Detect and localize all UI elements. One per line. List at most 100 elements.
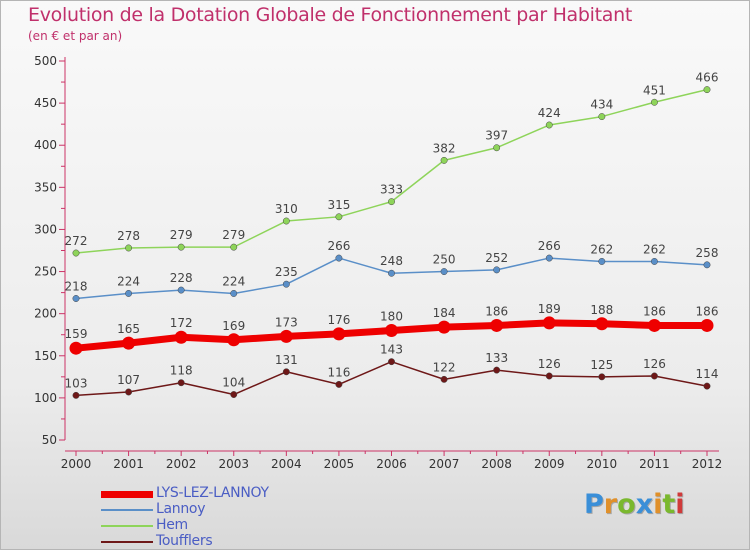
y-tick-label: 300 xyxy=(34,222,57,236)
data-label: 434 xyxy=(590,98,613,112)
data-point xyxy=(545,121,553,129)
logo-letter: r xyxy=(603,489,618,520)
data-point xyxy=(703,261,711,269)
data-label: 186 xyxy=(485,304,508,318)
x-tick-label: 2005 xyxy=(324,457,355,471)
legend-label: Toufflers xyxy=(156,533,213,549)
data-point xyxy=(542,316,556,330)
data-point xyxy=(598,113,606,121)
x-tick-label: 2001 xyxy=(113,457,144,471)
x-tick-label: 2010 xyxy=(587,457,618,471)
legend-swatch xyxy=(101,541,153,543)
data-point xyxy=(388,358,395,366)
legend-swatch xyxy=(101,509,153,511)
x-tick-label: 2011 xyxy=(639,457,670,471)
y-tick-label: 250 xyxy=(34,265,57,279)
data-label: 165 xyxy=(117,322,140,336)
data-point xyxy=(335,380,343,388)
x-tick-label: 2008 xyxy=(481,457,512,471)
data-point xyxy=(177,243,185,251)
data-point xyxy=(230,290,238,297)
logo-letter: o xyxy=(617,489,636,520)
data-point xyxy=(125,290,133,297)
data-label: 252 xyxy=(485,251,508,265)
x-tick-label: 2006 xyxy=(376,457,407,471)
data-label: 235 xyxy=(275,265,298,279)
data-label: 114 xyxy=(696,367,719,381)
data-label: 126 xyxy=(643,357,666,371)
legend-label: Lannoy xyxy=(156,501,206,517)
x-tick-label: 2009 xyxy=(534,457,565,471)
data-point xyxy=(440,375,448,383)
data-label: 272 xyxy=(65,234,88,248)
data-point xyxy=(174,330,188,344)
y-tick-label: 150 xyxy=(34,349,57,363)
data-label: 262 xyxy=(643,242,666,256)
data-label: 186 xyxy=(696,304,719,318)
y-tick-label: 450 xyxy=(34,96,57,110)
data-label: 122 xyxy=(433,360,456,374)
data-point xyxy=(230,391,238,398)
data-point xyxy=(177,286,185,294)
chart-title: Evolution de la Dotation Globale de Fonc… xyxy=(28,4,633,26)
data-label: 169 xyxy=(222,319,245,333)
data-point xyxy=(545,254,553,262)
legend-swatch xyxy=(101,525,153,527)
data-point xyxy=(385,324,398,338)
x-tick-label: 2000 xyxy=(61,457,92,471)
y-tick-label: 500 xyxy=(34,54,57,68)
data-label: 125 xyxy=(590,358,613,372)
data-label: 466 xyxy=(696,71,719,85)
data-point xyxy=(650,257,658,265)
data-point xyxy=(490,318,504,332)
legend-swatch xyxy=(101,490,153,498)
data-point xyxy=(335,213,343,221)
data-label: 397 xyxy=(485,129,508,143)
data-point xyxy=(122,336,136,350)
data-label: 310 xyxy=(275,202,298,216)
data-point xyxy=(647,318,661,332)
x-tick-label: 2004 xyxy=(271,457,302,471)
data-label: 266 xyxy=(327,239,350,253)
logo-letter: x xyxy=(635,489,654,520)
data-label: 133 xyxy=(485,351,508,365)
data-label: 248 xyxy=(380,254,403,268)
data-label: 116 xyxy=(327,365,350,379)
proxiti-logo: Proxiti xyxy=(584,489,685,520)
x-tick-label: 2007 xyxy=(429,457,460,471)
data-label: 315 xyxy=(327,198,350,212)
data-label: 451 xyxy=(643,83,666,97)
data-label: 180 xyxy=(380,310,403,324)
logo-letter: i xyxy=(653,489,663,520)
logo-letter: i xyxy=(675,489,685,520)
data-point xyxy=(493,366,501,374)
data-point xyxy=(440,268,448,276)
data-label: 258 xyxy=(696,246,719,260)
data-label: 188 xyxy=(590,303,613,317)
logo-letter: t xyxy=(662,489,676,520)
data-point xyxy=(703,382,711,390)
data-point xyxy=(703,86,711,94)
data-point xyxy=(227,333,241,347)
data-point xyxy=(282,280,290,288)
data-label: 143 xyxy=(380,343,403,357)
data-point xyxy=(493,266,501,274)
data-label: 218 xyxy=(65,280,88,294)
data-point xyxy=(72,249,80,257)
data-label: 224 xyxy=(117,274,140,288)
data-point xyxy=(230,243,238,251)
data-label: 176 xyxy=(327,313,350,327)
data-point xyxy=(700,318,714,332)
data-label: 131 xyxy=(275,353,298,367)
data-point xyxy=(282,368,290,376)
data-point xyxy=(650,372,658,380)
data-point xyxy=(177,379,185,387)
data-label: 278 xyxy=(117,229,140,243)
data-label: 118 xyxy=(170,364,193,378)
data-label: 333 xyxy=(380,183,403,197)
data-label: 126 xyxy=(538,357,561,371)
data-point xyxy=(545,372,553,380)
data-label: 172 xyxy=(170,316,193,330)
